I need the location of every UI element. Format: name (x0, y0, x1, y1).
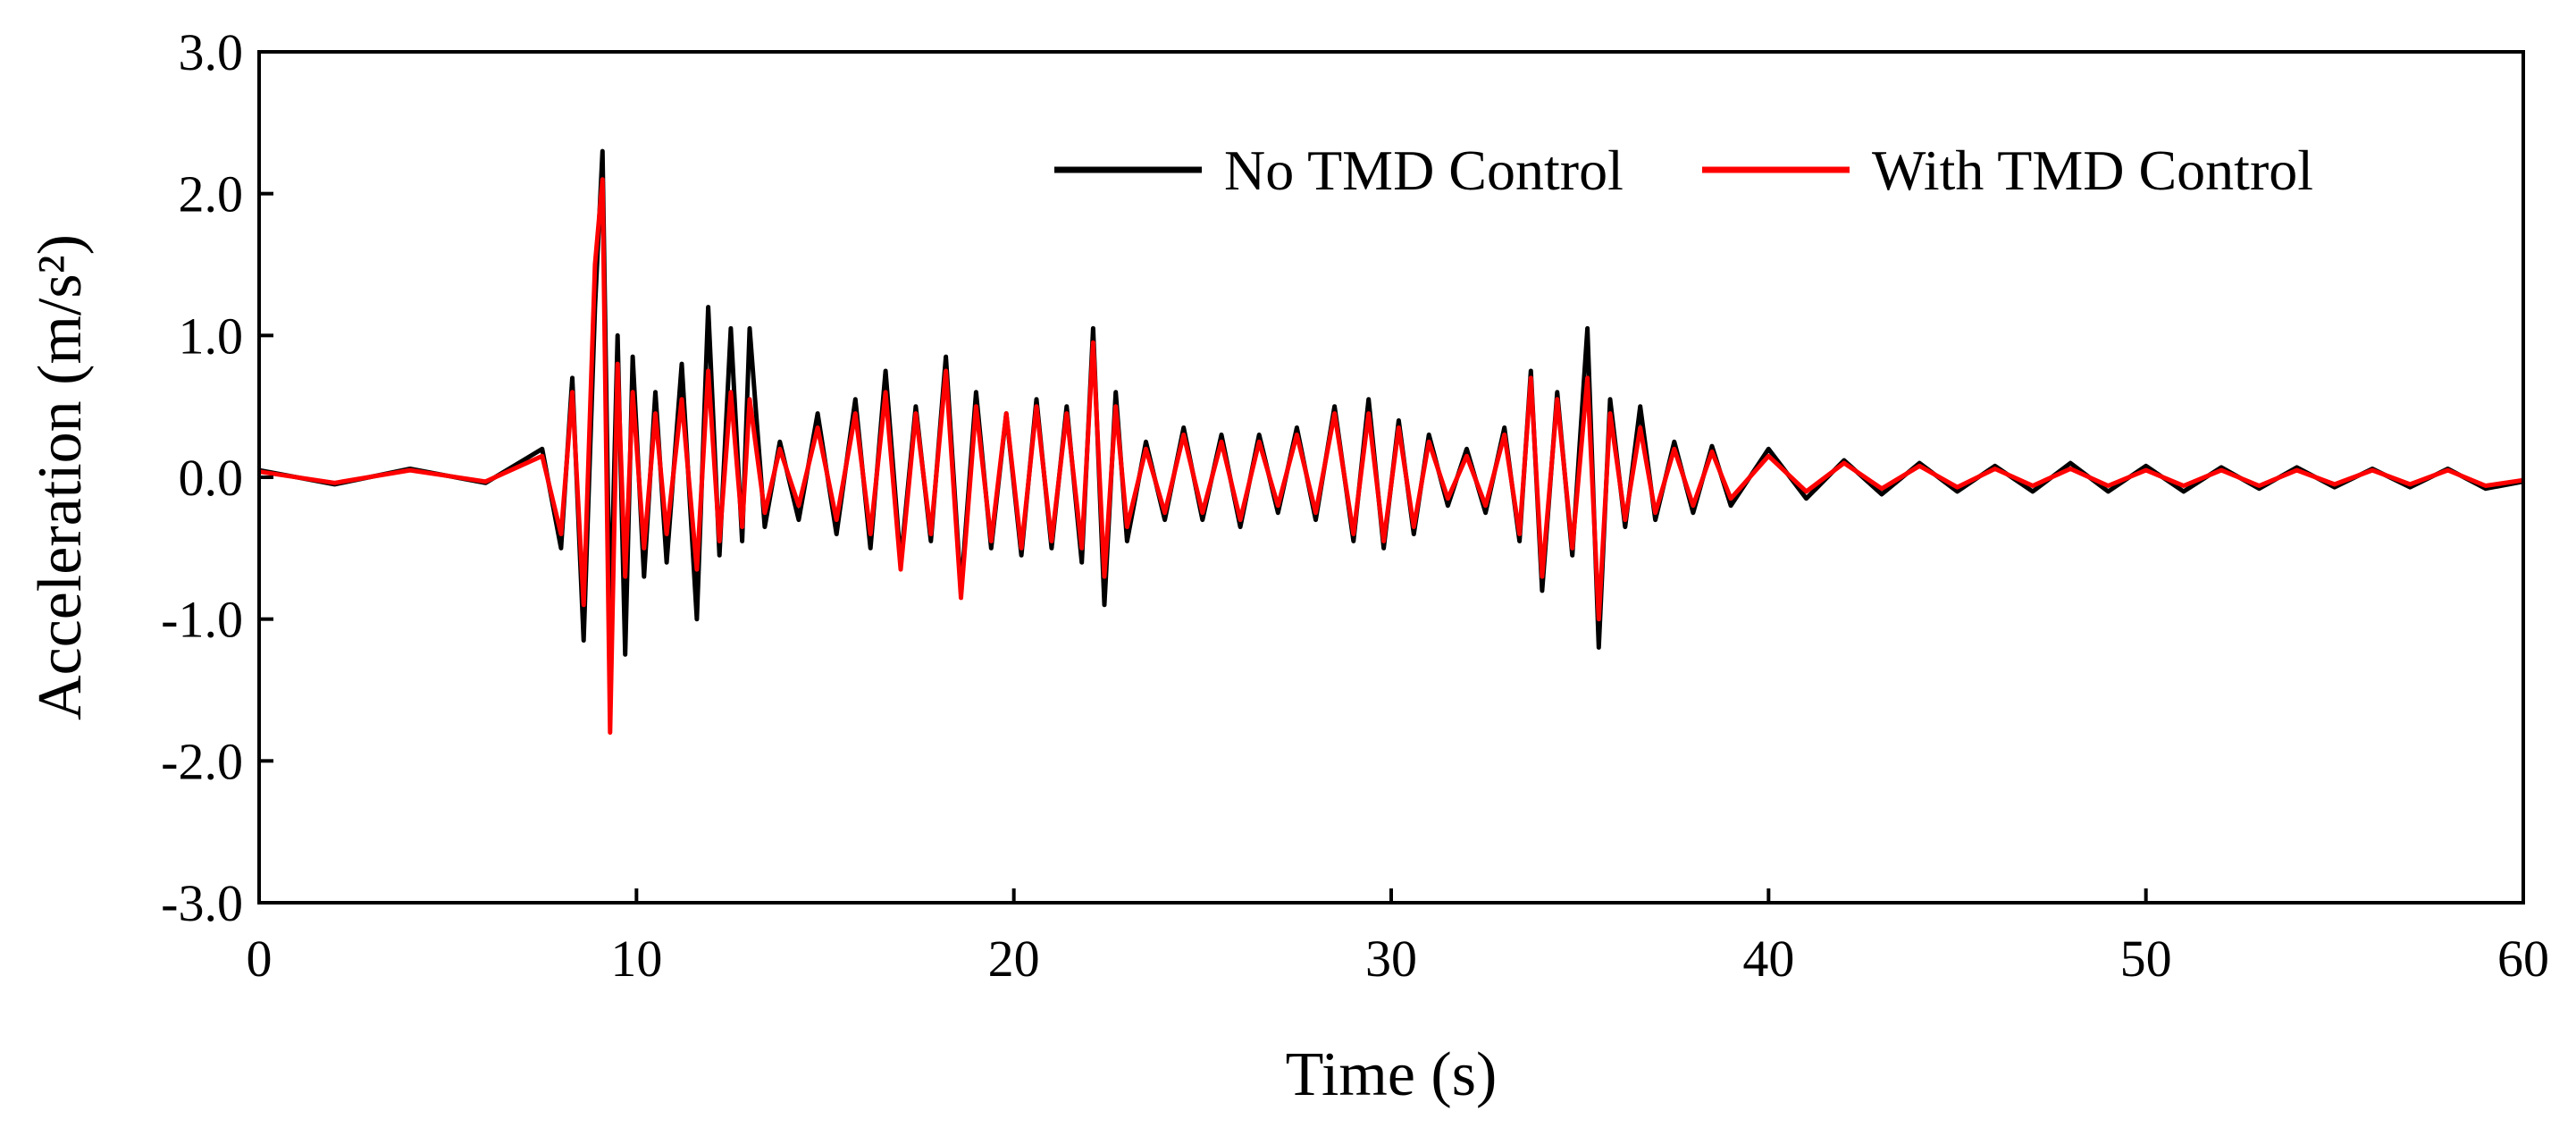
y-tick-label: 2.0 (179, 165, 244, 223)
y-tick-label: 3.0 (179, 23, 244, 81)
axes-layer: 0 10 20 30 40 50 60 3.0 2.0 1.0 0.0 -1.0 -2.0 -3.0 (161, 23, 2549, 988)
series-line-with-tmd-control (258, 177, 2524, 736)
legend: No TMD Control With TMD Control (1054, 139, 2313, 202)
y-tick-label: 1.0 (179, 307, 244, 365)
legend-label-with-tmd: With TMD Control (1872, 139, 2313, 202)
series-layer (258, 148, 2524, 736)
x-tick-label: 10 (610, 930, 662, 988)
x-axis-title: Time (s) (1286, 1040, 1498, 1109)
x-tick-label: 0 (247, 930, 273, 988)
x-tick-label: 30 (1365, 930, 1417, 988)
x-tick-label: 50 (2120, 930, 2172, 988)
legend-label-no-tmd: No TMD Control (1224, 139, 1624, 202)
y-axis-title: Acceleration (m/s²) (26, 234, 95, 720)
x-tick-label: 60 (2497, 930, 2549, 988)
y-tick-label: -2.0 (161, 732, 243, 790)
x-tick-label: 20 (988, 930, 1040, 988)
y-tick-label: -1.0 (161, 591, 243, 649)
y-tick-label: 0.0 (179, 449, 244, 507)
x-tick-label: 40 (1742, 930, 1794, 988)
y-tick-label: -3.0 (161, 874, 243, 932)
